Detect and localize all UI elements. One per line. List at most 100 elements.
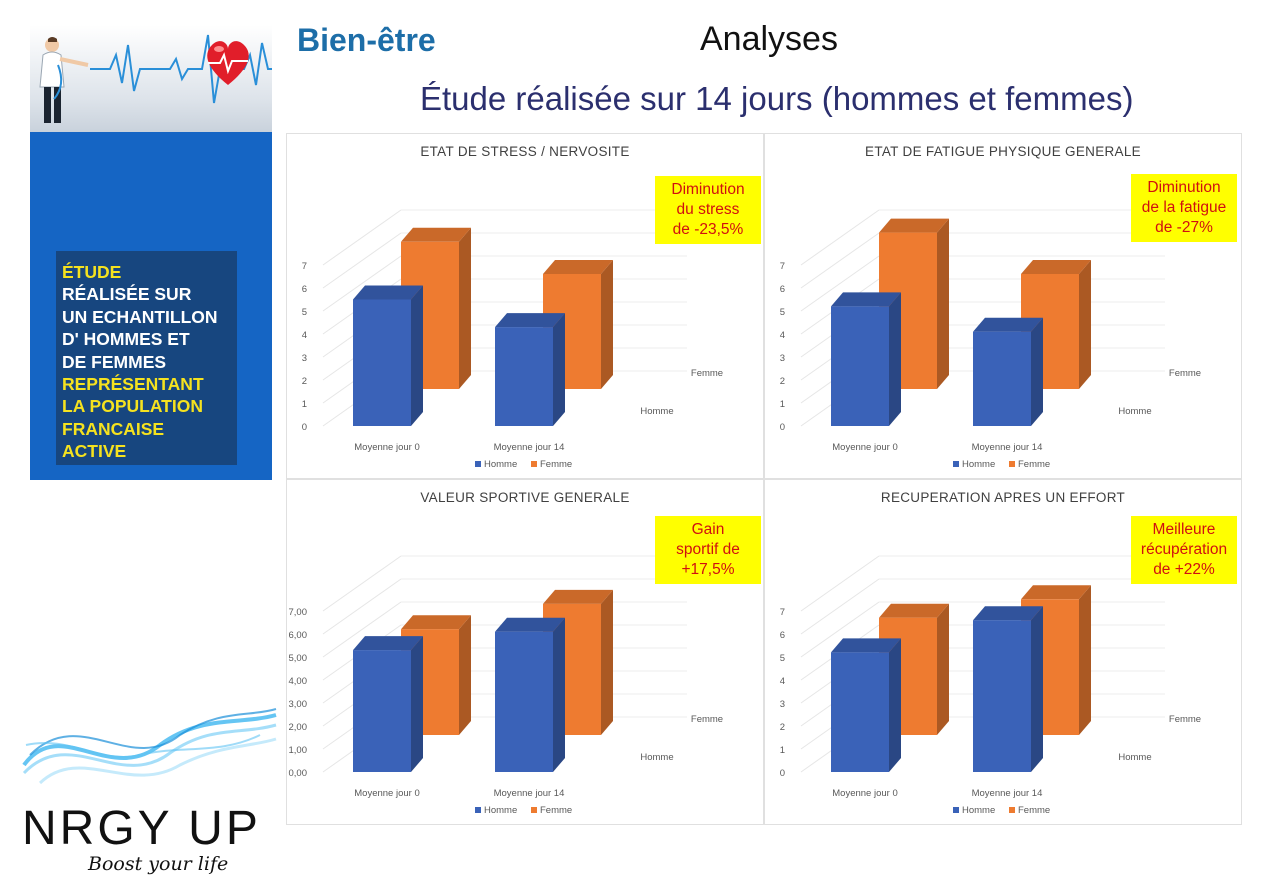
bar-femme-top (1021, 260, 1091, 274)
y-tick-label: 3 (780, 353, 785, 364)
y-tick-label: 4 (302, 330, 307, 341)
study-line: UN ECHANTILLON (62, 306, 218, 327)
depth-label-homme: Homme (1118, 752, 1151, 763)
y-tick-label: 4 (780, 676, 785, 687)
left-banner: ÉTUDE RÉALISÉE SUR UN ECHANTILLON D' HOM… (30, 25, 272, 480)
bar-homme-top (353, 285, 423, 300)
study-line: REPRÉSENTANT (62, 374, 204, 395)
category-label: Moyenne jour 14 (494, 442, 565, 453)
logo-tagline: Boost your life (88, 853, 229, 875)
legend: Homme Femme (953, 805, 1050, 816)
gridline (322, 578, 402, 635)
depth-label-homme: Homme (640, 752, 673, 763)
bar-homme-side (1031, 317, 1043, 426)
category-label: Moyenne jour 14 (494, 788, 565, 799)
bar-femme-top (879, 603, 949, 618)
bar-femme-side (601, 589, 613, 735)
y-tick-label: 5,00 (289, 653, 308, 664)
bar-femme-top (1021, 585, 1091, 600)
bar-homme-top (495, 617, 565, 632)
y-tick-label: 0 (780, 768, 785, 779)
chart-title: RECUPERATION APRES UN EFFORT (880, 490, 1126, 505)
study-line: DE FEMMES (62, 351, 167, 372)
bar-femme-top (543, 260, 613, 274)
chart-canvas: 0 1 2 3 4 5 6 7 Moyenne jour 0 Moyenne jour 14 Hom… (302, 209, 723, 470)
chart-title: VALEUR SPORTIVE GENERALE (420, 490, 630, 505)
y-tick-label: 1 (780, 399, 785, 410)
bar-homme-side (889, 638, 901, 772)
callout-badge: Diminution du stress de -23,5% (655, 176, 761, 244)
y-tick-label: 6,00 (289, 630, 308, 641)
bar-homme-front (973, 331, 1031, 426)
gridline (800, 555, 880, 612)
bar-femme-top (879, 218, 949, 233)
legend-swatch (953, 807, 959, 813)
logo-name: NRGY UP (22, 802, 261, 855)
callout-badge: Meilleure récupération de +22% (1131, 516, 1237, 584)
y-tick-label: 2,00 (289, 722, 308, 733)
legend-label: Homme (962, 459, 995, 470)
gridline (322, 232, 402, 289)
bar-homme-top (973, 606, 1043, 621)
bar-homme-side (553, 617, 565, 772)
legend: Homme Femme (475, 459, 572, 470)
chart-stress: 0 1 2 3 4 5 6 7 Moyenne jour 0 Moyenne jour 14 Hom… (286, 133, 764, 479)
bar-femme-top (401, 227, 471, 242)
bar-homme-top (831, 292, 901, 307)
legend-label: Homme (484, 459, 517, 470)
legend-label: Femme (540, 805, 572, 816)
bar-homme (495, 313, 565, 426)
y-tick-label: 2 (302, 376, 307, 387)
bar-homme-front (495, 327, 553, 426)
y-tick-label: 4,00 (289, 676, 308, 687)
y-tick-label: 3 (302, 353, 307, 364)
bar-femme-side (601, 260, 613, 389)
depth-label-homme: Homme (1118, 406, 1151, 417)
y-tick-label: 7 (780, 607, 785, 618)
y-tick-label: 0 (302, 422, 307, 433)
section-title: Analyses (700, 20, 838, 58)
legend-swatch (475, 461, 481, 467)
bar-homme-side (1031, 606, 1043, 772)
bar-femme-top (543, 589, 613, 604)
gridline (322, 255, 402, 312)
y-tick-label: 7,00 (289, 607, 308, 618)
chart-fatigue: 0 1 2 3 4 5 6 7 Moyenne jour 0 Moyenne jour 14 Hom… (764, 133, 1242, 479)
bar-femme-top (401, 615, 471, 630)
banner-illustration (30, 25, 272, 132)
bar-homme-front (973, 620, 1031, 772)
bar-femme-side (937, 603, 949, 735)
legend-swatch (531, 461, 537, 467)
category-label: Moyenne jour 14 (972, 442, 1043, 453)
study-line: ACTIVE (62, 441, 127, 462)
bar-homme (353, 636, 423, 772)
gridline (800, 255, 880, 312)
legend-label: Homme (484, 805, 517, 816)
bar-homme-top (973, 317, 1043, 332)
chart-title: ETAT DE STRESS / NERVOSITE (420, 144, 630, 159)
depth-label-femme: Femme (691, 368, 723, 379)
legend-swatch (531, 807, 537, 813)
y-tick-label: 5 (780, 307, 785, 318)
gridline (800, 578, 880, 635)
chart-canvas: 0,00 1,00 2,00 3,00 4,00 5,00 6,00 7,00 Moyenne … (289, 555, 723, 816)
bar-homme (831, 292, 901, 426)
y-tick-label: 0 (780, 422, 785, 433)
bar-femme-side (937, 218, 949, 389)
y-tick-label: 1 (780, 745, 785, 756)
legend-swatch (953, 461, 959, 467)
y-tick-label: 1 (302, 399, 307, 410)
legend-swatch (475, 807, 481, 813)
depth-label-femme: Femme (1169, 368, 1201, 379)
y-tick-label: 0,00 (289, 768, 308, 779)
bar-femme-side (1079, 585, 1091, 735)
bar-homme-front (353, 650, 411, 772)
page-title: Bien-être (297, 22, 436, 58)
heart-icon (207, 41, 249, 85)
chart-sport: 0,00 1,00 2,00 3,00 4,00 5,00 6,00 7,00 Moyenne … (286, 479, 764, 825)
bar-femme-side (459, 227, 471, 389)
study-summary-text: ÉTUDE RÉALISÉE SUR UN ECHANTILLON D' HOM… (62, 261, 234, 463)
category-label: Moyenne jour 0 (832, 442, 897, 453)
brand-logo: NRGY UP Boost your life (20, 695, 280, 885)
legend-swatch (1009, 807, 1015, 813)
